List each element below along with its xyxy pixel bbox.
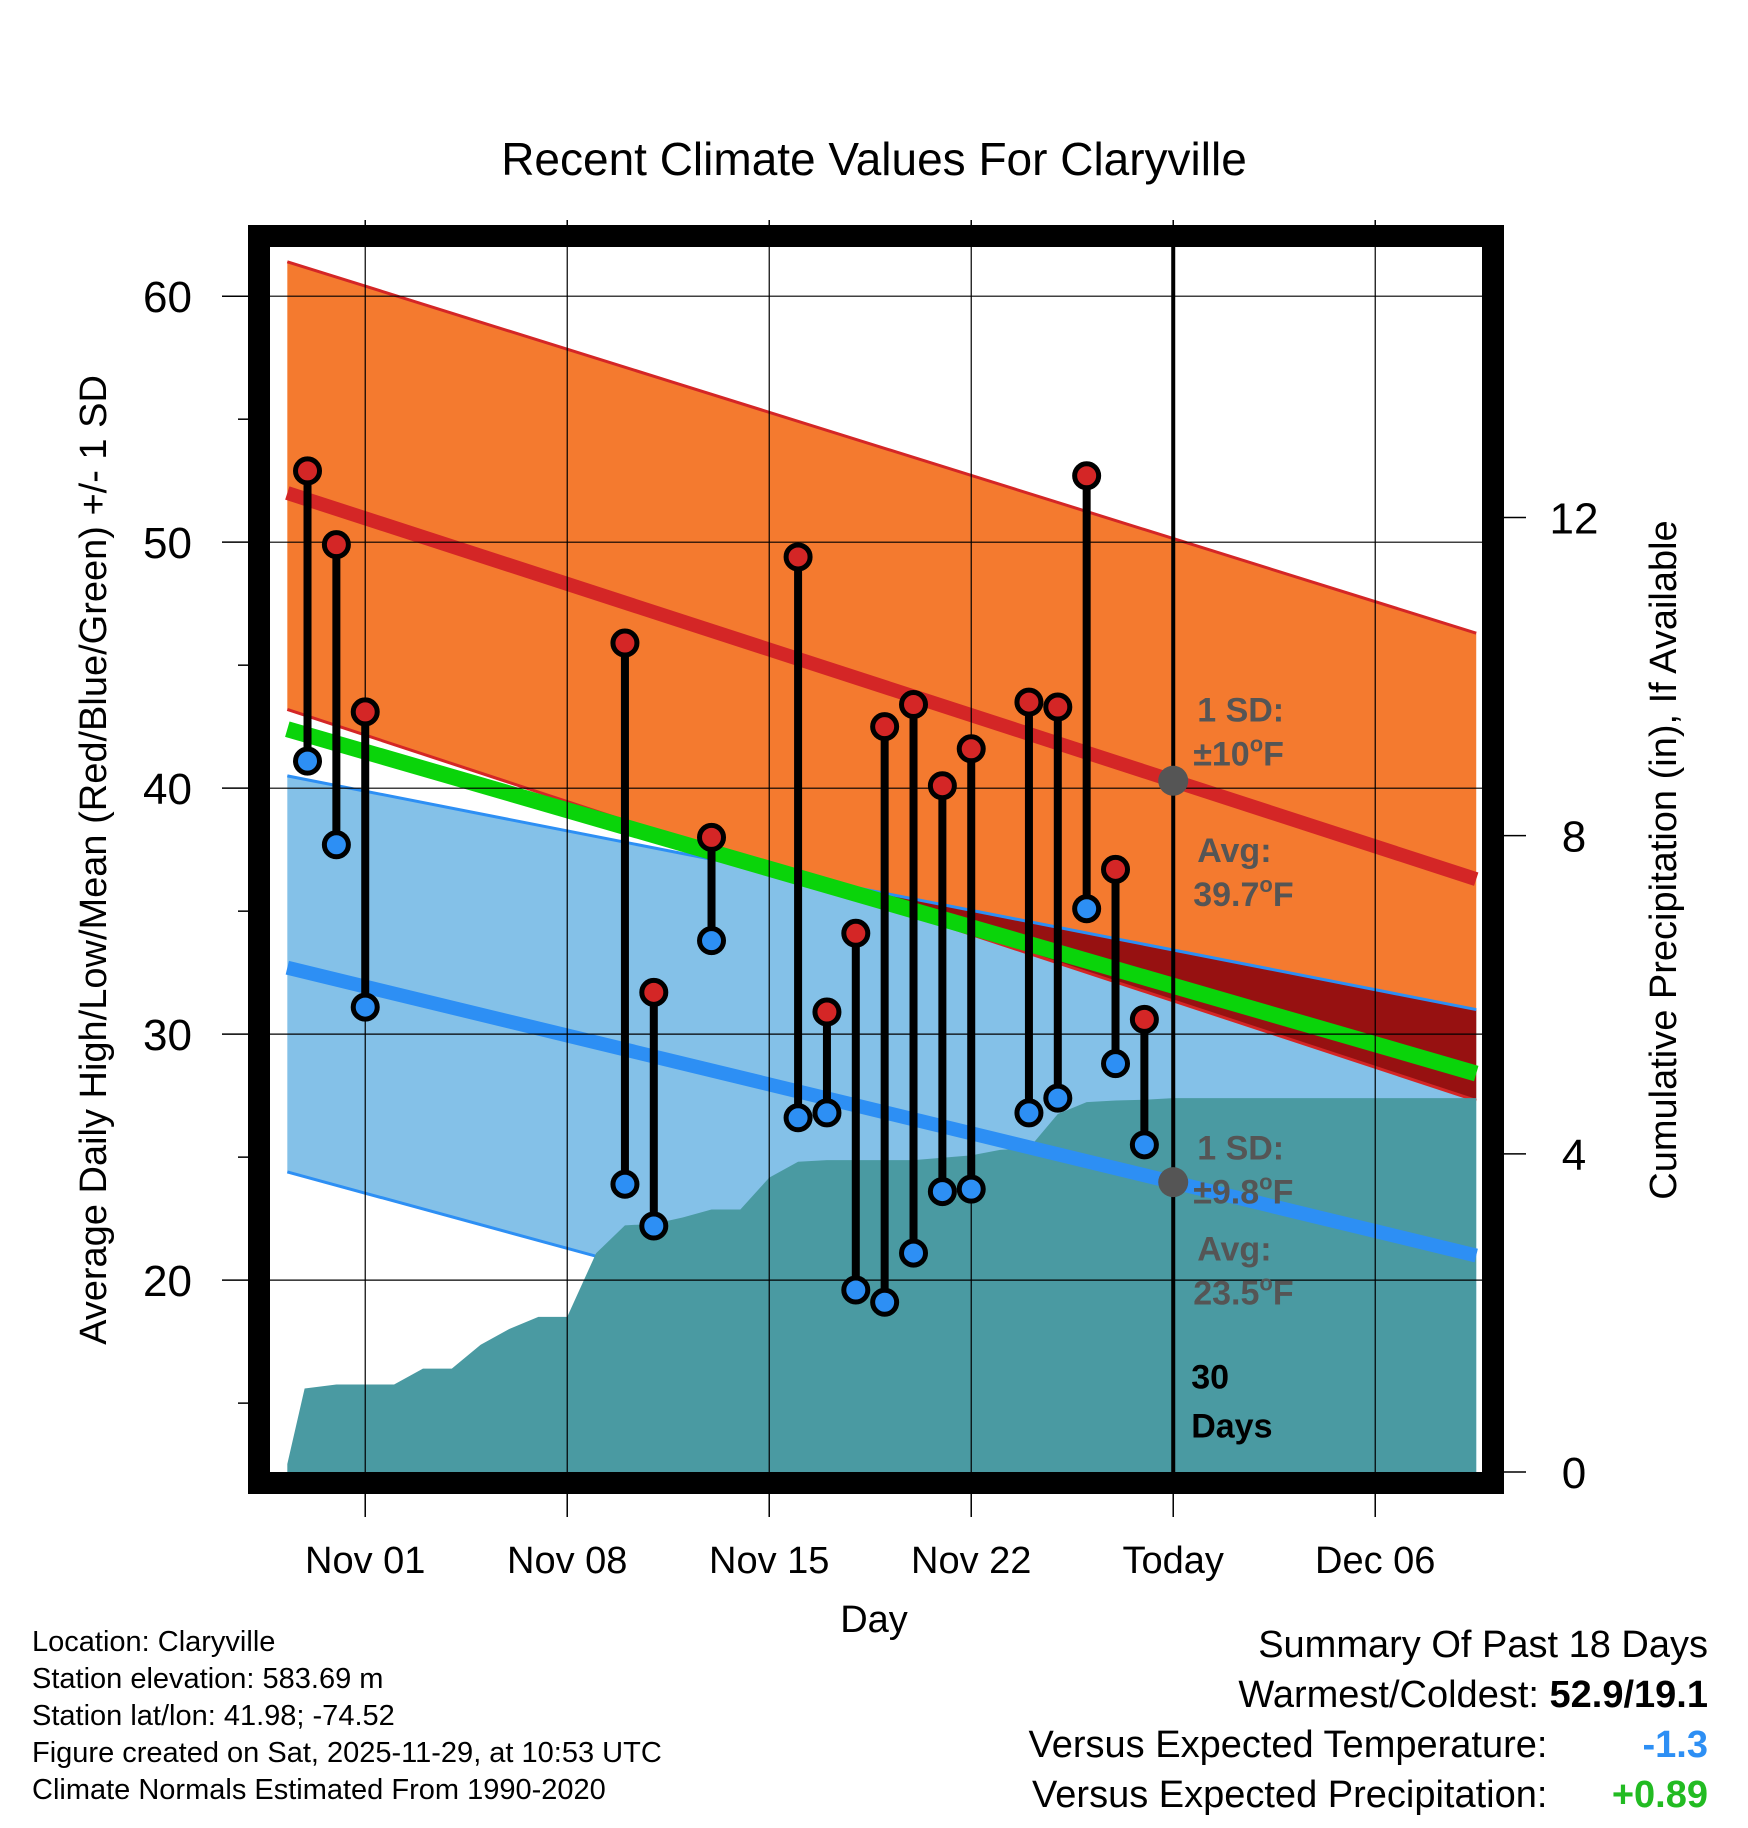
precip-tick-label: 8 (1562, 813, 1586, 862)
x-tick-label: Nov 01 (305, 1540, 425, 1582)
daily-low-point (1129, 1130, 1159, 1160)
daily-low-point (1014, 1098, 1044, 1128)
days-label-number: 30 (1191, 1358, 1229, 1396)
plot-frame (248, 225, 1504, 1494)
y-tick-label: 60 (143, 273, 192, 322)
daily-low-point (927, 1177, 957, 1207)
x-tick-label: Today (1123, 1540, 1224, 1582)
daily-high-point (783, 542, 813, 572)
location-text: Location: Claryville (32, 1626, 276, 1658)
low-avg-annotation-line1: Avg: (1197, 1230, 1271, 1268)
daily-high-point (899, 690, 929, 720)
x-tick-label: Nov 08 (507, 1540, 627, 1582)
high-sd-annotation-line2: ±10oF (1193, 732, 1284, 774)
daily-low-point (1101, 1049, 1131, 1079)
daily-high-point (1101, 854, 1131, 884)
daily-high-point (610, 628, 640, 658)
today-high-marker (1158, 765, 1189, 796)
daily-high-point (841, 918, 871, 948)
high-sd-annotation-line1: 1 SD: (1197, 692, 1284, 730)
precip-tick-label: 4 (1562, 1131, 1586, 1180)
precip-tick-label: 12 (1550, 494, 1599, 543)
daily-high-point (812, 997, 842, 1027)
warmest-label: Warmest/Coldest: (1238, 1674, 1539, 1716)
daily-low-point (321, 830, 351, 860)
temp-departure-row: Versus Expected Temperature: -1.3 (1029, 1720, 1708, 1770)
daily-high-point (927, 771, 957, 801)
low-avg-annotation-line2: 23.5oF (1193, 1270, 1293, 1312)
x-axis-label: Day (840, 1599, 908, 1641)
daily-high-point (697, 822, 727, 852)
precip-departure-label: Versus Expected Precipitation: (1032, 1774, 1548, 1816)
chart-title: Recent Climate Values For Claryville (501, 133, 1247, 185)
precip-tick-label: 0 (1562, 1449, 1586, 1498)
y-tick-label: 20 (143, 1257, 192, 1306)
x-tick-label: Nov 15 (709, 1540, 829, 1582)
daily-low-point (812, 1098, 842, 1128)
daily-high-point (1043, 692, 1073, 722)
precip-departure-value: +0.89 (1611, 1774, 1708, 1816)
daily-low-point (899, 1238, 929, 1268)
x-tick-label: Nov 22 (911, 1540, 1031, 1582)
days-label-text: Days (1191, 1408, 1272, 1446)
low-sd-annotation-line2: ±9.8oF (1193, 1170, 1293, 1212)
temp-departure-value: -1.3 (1642, 1724, 1708, 1766)
daily-low-point (956, 1174, 986, 1204)
daily-high-point (1072, 461, 1102, 491)
warmest-value: 52.9/19.1 (1549, 1674, 1708, 1716)
precip-departure-row: Versus Expected Precipitation: +0.89 (1029, 1770, 1708, 1820)
daily-low-point (697, 926, 727, 956)
created-text: Figure created on Sat, 2025-11-29, at 10… (32, 1737, 662, 1769)
daily-low-point (350, 992, 380, 1022)
daily-high-point (350, 697, 380, 727)
daily-low-point (610, 1169, 640, 1199)
today-low-marker (1158, 1167, 1189, 1198)
high-avg-annotation-line2: 39.7oF (1193, 872, 1293, 914)
daily-low-point (1072, 894, 1102, 924)
y-tick-label: 30 (143, 1011, 192, 1060)
normal-high-line (285, 486, 1479, 886)
y-tick-label: 40 (143, 765, 192, 814)
daily-low-point (1043, 1083, 1073, 1113)
y-tick-label: 50 (143, 519, 192, 568)
daily-high-point (293, 456, 323, 486)
high-avg-annotation-line1: Avg: (1197, 832, 1271, 870)
daily-high-point (956, 734, 986, 764)
daily-high-point (1014, 687, 1044, 717)
daily-high-point (1129, 1004, 1159, 1034)
normals-text: Climate Normals Estimated From 1990-2020 (32, 1774, 606, 1806)
summary-panel: Summary Of Past 18 Days Warmest/Coldest:… (1029, 1620, 1708, 1820)
daily-high-point (321, 530, 351, 560)
y-axis-left-label: Average Daily High/Low/Mean (Red/Blue/Gr… (73, 375, 115, 1345)
daily-low-point (841, 1275, 871, 1305)
temp-departure-label: Versus Expected Temperature: (1028, 1724, 1548, 1766)
warmest-coldest-row: Warmest/Coldest: 52.9/19.1 (1029, 1670, 1708, 1720)
station-info: Location: Claryville Station elevation: … (32, 1624, 662, 1809)
latlon-text: Station lat/lon: 41.98; -74.52 (32, 1700, 395, 1732)
daily-low-point (870, 1287, 900, 1317)
daily-high-point (639, 977, 669, 1007)
daily-low-point (639, 1211, 669, 1241)
daily-high-point (870, 712, 900, 742)
daily-low-point (293, 746, 323, 776)
x-tick-label: Dec 06 (1315, 1540, 1435, 1582)
summary-heading: Summary Of Past 18 Days (1258, 1624, 1708, 1666)
elevation-text: Station elevation: 583.69 m (32, 1663, 384, 1695)
y-axis-right-label: Cumulative Precipitation (in), If Availa… (1643, 520, 1685, 1199)
high-upper-edge (286, 260, 1477, 635)
low-sd-annotation-line1: 1 SD: (1197, 1130, 1284, 1168)
daily-low-point (783, 1103, 813, 1133)
